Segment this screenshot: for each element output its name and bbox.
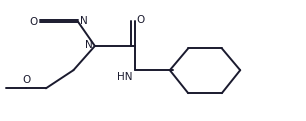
Text: O: O	[137, 15, 145, 25]
Text: O: O	[22, 75, 30, 85]
Text: HN: HN	[117, 72, 132, 82]
Text: O: O	[29, 17, 37, 27]
Text: N: N	[80, 16, 88, 26]
Text: N: N	[85, 40, 93, 50]
